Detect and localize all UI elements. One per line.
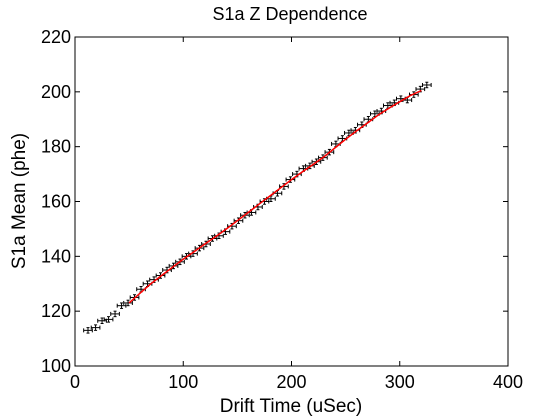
y-tick-label: 180 bbox=[41, 137, 71, 157]
x-axis-ticks: 0 100 200 300 400 bbox=[70, 37, 523, 392]
x-tick-label: 0 bbox=[70, 372, 80, 392]
y-tick-label: 100 bbox=[41, 356, 71, 376]
data-point bbox=[123, 299, 133, 307]
data-point bbox=[97, 317, 107, 325]
y-tick-label: 200 bbox=[41, 82, 71, 102]
y-tick-label: 140 bbox=[41, 246, 71, 266]
chart-title: S1a Z Dependence bbox=[212, 4, 367, 24]
data-point bbox=[337, 135, 348, 142]
data-point bbox=[83, 327, 93, 334]
data-point bbox=[110, 310, 120, 318]
data-point bbox=[103, 316, 114, 323]
plot-area bbox=[74, 36, 509, 367]
x-tick-label: 100 bbox=[168, 372, 198, 392]
x-tick-label: 300 bbox=[385, 372, 415, 392]
x-axis-label: Drift Time (uSec) bbox=[220, 396, 363, 417]
y-tick-label: 220 bbox=[41, 27, 71, 47]
y-axis-ticks: 100 120 140 160 180 200 220 bbox=[41, 27, 508, 376]
data-points bbox=[83, 81, 432, 334]
y-tick-label: 120 bbox=[41, 301, 71, 321]
data-point bbox=[266, 195, 276, 202]
data-point bbox=[285, 176, 296, 183]
y-axis-label: S1a Mean (phe) bbox=[9, 133, 30, 269]
data-point bbox=[116, 302, 127, 309]
fit-line bbox=[128, 89, 422, 304]
data-point bbox=[421, 81, 432, 89]
data-point bbox=[90, 324, 101, 331]
y-tick-label: 160 bbox=[41, 192, 71, 212]
x-tick-label: 400 bbox=[493, 372, 523, 392]
fit-line-group bbox=[128, 89, 422, 304]
x-tick-label: 200 bbox=[276, 372, 306, 392]
